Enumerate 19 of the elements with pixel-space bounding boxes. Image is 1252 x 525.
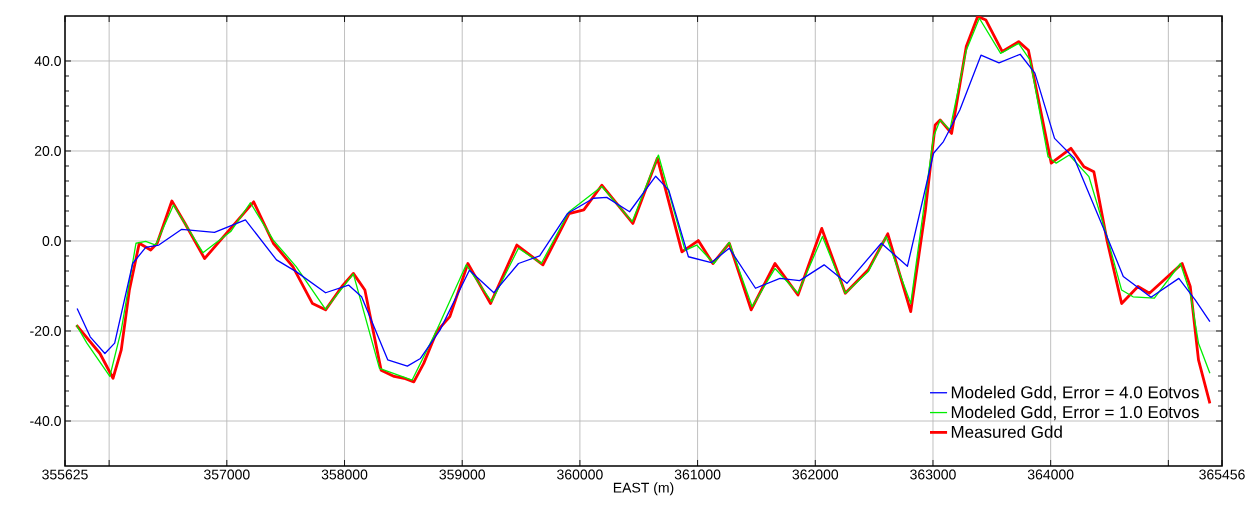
x-tick-label: 359000 bbox=[439, 469, 486, 480]
x-tick-label: 358000 bbox=[321, 469, 368, 480]
y-tick-label: 40.0 bbox=[34, 56, 61, 66]
x-tick-label: 362000 bbox=[792, 469, 839, 480]
x-tick-label: 357000 bbox=[204, 469, 250, 480]
x-tick-label: 361000 bbox=[674, 469, 721, 480]
x-tick-label: 360000 bbox=[557, 469, 603, 480]
legend-label: Modeled Gdd, Error = 1.0 Eotvos bbox=[951, 405, 1199, 421]
y-tick-label: 0.0 bbox=[42, 236, 61, 246]
x-tick-label: 364000 bbox=[1027, 469, 1074, 480]
y-tick-label: 20.0 bbox=[34, 146, 61, 156]
x-axis-title: EAST (m) bbox=[613, 482, 674, 496]
y-tick-label: -40.0 bbox=[30, 416, 61, 426]
x-tick-label: 355625 bbox=[42, 469, 88, 480]
legend-label: Modeled Gdd, Error = 4.0 Eotvos bbox=[951, 385, 1199, 401]
y-tick-label: -20.0 bbox=[30, 326, 61, 336]
x-tick-label: 363000 bbox=[910, 469, 956, 480]
legend-label: Measured Gdd bbox=[951, 425, 1062, 438]
x-tick-label: 365456 bbox=[1199, 469, 1245, 480]
